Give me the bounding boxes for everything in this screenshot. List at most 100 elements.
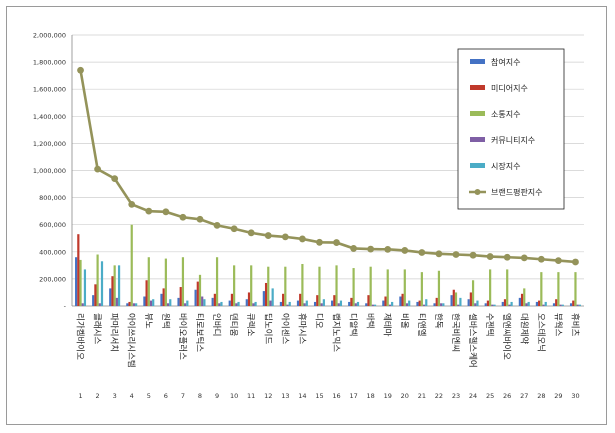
bar-4-12	[269, 300, 272, 306]
bar-4-8	[201, 296, 204, 306]
legend-swatch	[470, 111, 485, 116]
y-tick-label: 400,000	[39, 248, 66, 256]
bar-5-25	[493, 304, 496, 306]
category-label: 티앤엘	[416, 313, 427, 337]
category-index-label: 20	[401, 392, 409, 400]
category-index-label: 24	[469, 392, 477, 400]
category-index-label: 8	[198, 392, 202, 400]
bar-5-20	[408, 300, 411, 306]
category-label: 뷰웍스	[552, 313, 563, 337]
bar-5-23	[459, 297, 462, 306]
legend-label: 소통지수	[491, 110, 520, 119]
bar-1-1	[75, 257, 78, 306]
bar-5-6	[169, 299, 172, 306]
legend-label: 참여지수	[491, 57, 520, 67]
bar-4-2	[98, 303, 101, 306]
bar-2-3	[111, 276, 114, 306]
category-label: 엘앤씨바이오	[501, 313, 512, 360]
bar-1-18	[365, 303, 368, 306]
bar-5-22	[442, 303, 445, 306]
bar-2-13	[282, 293, 285, 306]
legend-marker	[474, 189, 481, 195]
bar-5-8	[203, 299, 206, 306]
bar-3-18	[369, 266, 372, 306]
category-label: 파마리서치	[109, 313, 119, 352]
bar-4-16	[337, 303, 340, 306]
category-index-label: 16	[332, 392, 340, 400]
bar-1-25	[484, 303, 487, 306]
bar-5-16	[339, 300, 343, 306]
category-index-label: 7	[181, 392, 185, 400]
bar-3-19	[386, 269, 389, 306]
bar-1-19	[382, 300, 385, 306]
category-index-label: 9	[215, 392, 219, 400]
bar-5-13	[288, 301, 291, 306]
category-label: 비올	[399, 313, 409, 329]
bar-2-2	[94, 284, 97, 306]
category-index-label: 29	[554, 392, 562, 400]
category-index-label: 19	[384, 392, 392, 400]
bar-2-21	[418, 300, 421, 306]
line-point-15	[316, 238, 323, 246]
category-index-label: 6	[164, 392, 168, 400]
bar-1-28	[535, 301, 539, 306]
bar-2-27	[520, 293, 524, 306]
category-index-label: 11	[247, 392, 255, 400]
y-tick-label: 1,800,000	[33, 59, 66, 67]
bar-4-18	[371, 304, 374, 306]
category-index-label: 26	[503, 392, 511, 400]
category-index-label: 22	[435, 392, 443, 400]
bar-3-8	[198, 274, 202, 306]
bar-2-12	[264, 282, 268, 306]
category-label: 대원제약	[518, 313, 529, 344]
bar-4-6	[166, 303, 170, 306]
category-label: 인바디	[211, 313, 222, 336]
category-index-label: 30	[571, 392, 579, 400]
category-label: 오스테오닉	[535, 313, 545, 352]
bar-4-30	[576, 304, 579, 306]
category-label: 한국비엔씨	[450, 313, 461, 352]
bar-1-4	[126, 303, 129, 306]
bar-2-10	[230, 293, 234, 306]
bar-1-14	[296, 300, 300, 306]
bar-3-5	[147, 257, 150, 306]
bar-5-10	[237, 301, 240, 306]
bar-1-3	[109, 288, 112, 306]
line-point-2	[94, 165, 101, 173]
bar-2-20	[401, 293, 404, 306]
bar-4-24	[474, 303, 477, 306]
line-point-3	[111, 175, 119, 183]
bar-5-1	[83, 269, 87, 306]
bar-2-18	[367, 295, 370, 306]
bar-3-25	[489, 269, 492, 306]
bar-2-17	[350, 297, 353, 306]
category-label: 휴마시스	[296, 313, 306, 344]
category-label: 클래시스	[92, 313, 102, 344]
category-index-label: 18	[367, 392, 375, 400]
bar-1-6	[160, 293, 163, 306]
line-point-16	[333, 239, 340, 246]
bar-1-16	[331, 300, 334, 306]
bar-3-12	[267, 266, 270, 306]
category-index-label: 4	[130, 392, 134, 400]
bar-5-28	[544, 301, 547, 306]
line-point-14	[299, 235, 306, 243]
y-tick-label: 1,200,000	[33, 140, 66, 148]
bar-3-14	[301, 263, 304, 306]
bar-4-26	[508, 304, 511, 306]
bar-5-4	[135, 303, 138, 306]
category-label: 아이쓰리시스템	[126, 313, 137, 368]
bar-5-30	[578, 304, 581, 306]
y-tick-label: 200,000	[39, 275, 66, 283]
bar-1-29	[552, 303, 556, 306]
y-tick-label: 800,000	[39, 194, 66, 202]
line-point-11	[247, 229, 255, 237]
bar-1-10	[228, 300, 231, 306]
bar-2-7	[179, 287, 182, 306]
category-label: 큐렉소	[245, 313, 256, 337]
line-point-18	[367, 245, 375, 253]
bar-3-4	[130, 224, 133, 306]
legend-label: 시장지수	[491, 161, 520, 171]
category-label: 수젠텍	[484, 313, 495, 336]
category-index-label: 13	[281, 392, 289, 400]
